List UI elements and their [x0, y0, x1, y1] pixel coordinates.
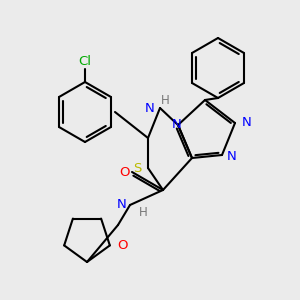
Text: H: H: [161, 94, 170, 107]
Text: N: N: [172, 118, 182, 130]
Text: Cl: Cl: [79, 55, 92, 68]
Text: N: N: [116, 199, 126, 212]
Text: N: N: [227, 151, 237, 164]
Text: N: N: [242, 116, 252, 130]
Text: S: S: [134, 163, 142, 176]
Text: O: O: [117, 239, 127, 252]
Text: O: O: [120, 166, 130, 178]
Text: N: N: [145, 103, 155, 116]
Text: H: H: [139, 206, 148, 220]
